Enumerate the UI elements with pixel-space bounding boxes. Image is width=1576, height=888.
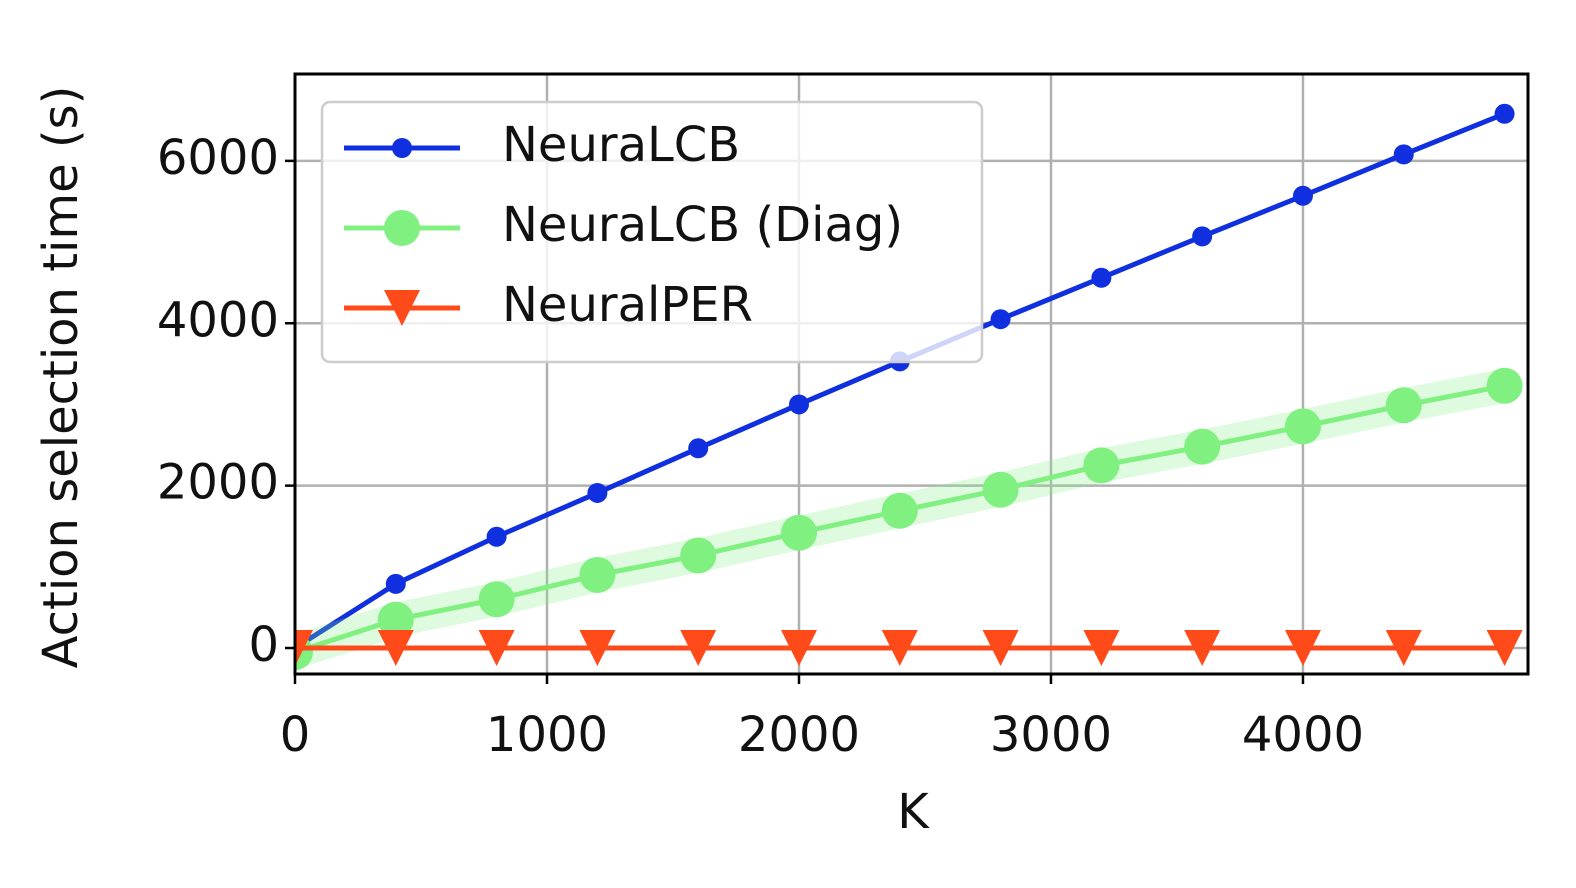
marker (1284, 408, 1321, 445)
marker (1184, 428, 1221, 465)
plot (295, 103, 1523, 671)
marker (688, 438, 709, 459)
x-tick-label: 1000 (486, 707, 608, 763)
marker (1091, 267, 1112, 288)
marker (1083, 630, 1120, 667)
marker (384, 210, 420, 246)
marker (780, 630, 817, 667)
marker (780, 514, 817, 551)
marker (1192, 226, 1213, 247)
legend-box (320, 100, 984, 364)
marker (788, 394, 809, 415)
x-tick-label: 2000 (738, 707, 860, 763)
marker (579, 630, 616, 667)
x-axis-label: K (897, 784, 930, 840)
marker (1494, 103, 1515, 124)
marker (982, 471, 1019, 508)
x-tick-label: 4000 (1242, 707, 1364, 763)
marker (1083, 447, 1120, 484)
y-tick-label: 2000 (157, 455, 279, 511)
marker (295, 630, 313, 667)
marker (587, 482, 608, 503)
x-tick-label: 0 (280, 707, 311, 763)
marker (680, 537, 717, 574)
marker (881, 630, 918, 667)
marker (1385, 387, 1422, 424)
marker (881, 492, 918, 529)
marker (1393, 144, 1414, 165)
legend-label: NeuraLCB (Diag) (502, 197, 903, 253)
marker (392, 138, 412, 158)
plot-frame (293, 72, 1530, 676)
marker (486, 526, 507, 547)
marker (377, 601, 414, 638)
x-tick-label: 3000 (990, 707, 1112, 763)
marker (1184, 630, 1221, 667)
y-tick-label: 0 (248, 617, 279, 673)
marker (384, 290, 420, 326)
marker (1385, 630, 1422, 667)
legend-label: NeuralPER (502, 277, 753, 333)
marker (1292, 185, 1313, 206)
legend-label: NeuraLCB (502, 117, 740, 173)
marker (478, 581, 515, 618)
marker (1486, 630, 1523, 667)
marker (385, 573, 406, 594)
marker (990, 309, 1011, 330)
y-axis-label: Action selection time (s) (33, 86, 89, 669)
marker (377, 630, 414, 667)
marker (1486, 367, 1523, 404)
y-tick-label: 4000 (157, 292, 279, 348)
marker (1284, 630, 1321, 667)
marker (579, 556, 616, 593)
marker (478, 630, 515, 667)
y-tick-label: 6000 (157, 130, 279, 186)
marker (680, 630, 717, 667)
marker (982, 630, 1019, 667)
